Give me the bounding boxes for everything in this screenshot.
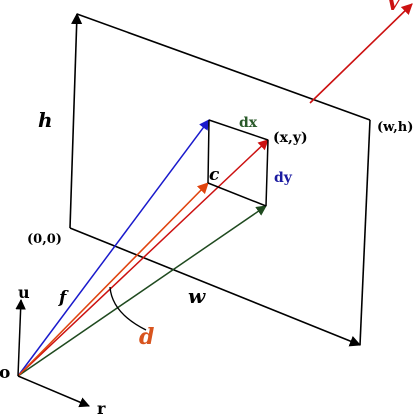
forward-label: f xyxy=(58,288,69,308)
center-label: c xyxy=(209,165,220,185)
view-vector-line xyxy=(309,3,413,104)
plane-right-edge xyxy=(359,119,371,346)
pixel-box-top xyxy=(208,119,269,141)
corner-origin-label: (0,0) xyxy=(27,232,62,247)
d-pointer-arc xyxy=(109,286,147,331)
pixel-box-bottom xyxy=(207,182,267,207)
ray-to-top-left xyxy=(17,119,210,377)
dy-label: dy xyxy=(274,170,293,186)
origin-label: o xyxy=(0,363,10,383)
pixel-box xyxy=(207,119,269,207)
pixel-box-right xyxy=(265,139,269,207)
pixel-box-left xyxy=(207,119,210,184)
direction-label: d xyxy=(139,324,154,350)
corner-wh-label: (w,h) xyxy=(377,120,413,135)
view-label: V xyxy=(386,0,404,15)
right-label: r xyxy=(97,399,106,415)
ray-to-center xyxy=(17,182,209,377)
up-axis xyxy=(15,298,26,377)
ray-to-point xyxy=(17,139,269,377)
dx-label: dx xyxy=(239,115,258,131)
up-label: u xyxy=(18,283,30,302)
point-label: (x,y) xyxy=(273,130,308,146)
ray-to-bottom-right xyxy=(17,205,267,377)
right-axis xyxy=(17,375,90,408)
plane-left-edge xyxy=(69,12,83,229)
image-plane xyxy=(69,12,371,347)
width-label: w xyxy=(188,284,206,308)
height-label: h xyxy=(38,108,53,132)
plane-top-edge xyxy=(76,13,371,121)
plane-bottom-edge xyxy=(69,227,362,347)
